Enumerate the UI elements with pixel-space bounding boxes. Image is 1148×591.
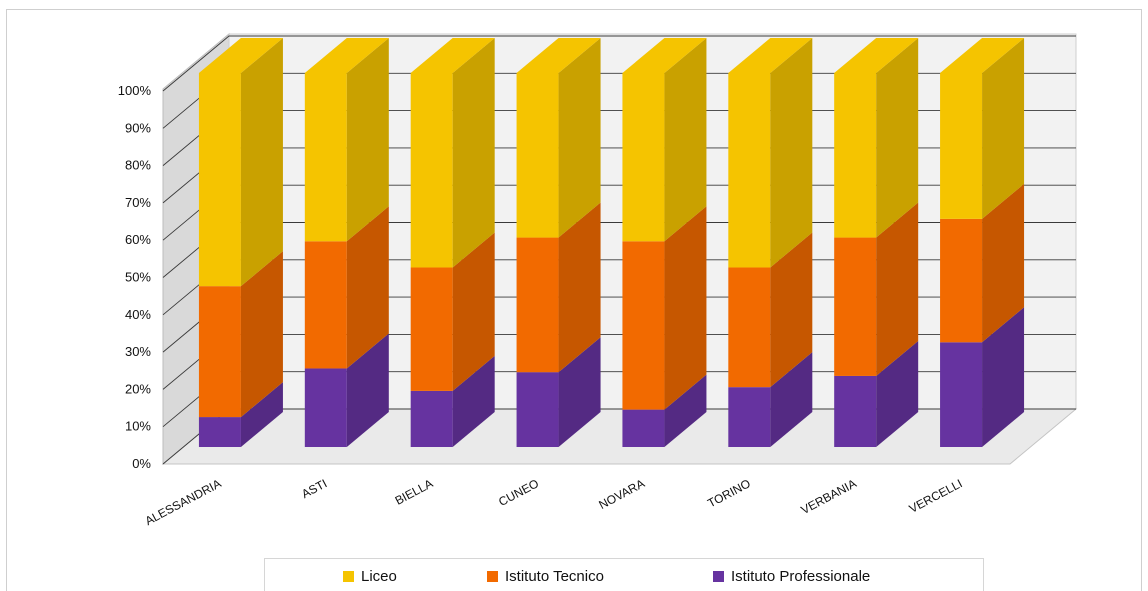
bar-side — [664, 38, 707, 242]
bar-side — [770, 352, 813, 447]
legend-label-istituto-tecnico: Istituto Tecnico — [505, 568, 604, 585]
legend-swatch-istituto-professionale — [713, 571, 724, 582]
bar-istituto-professionale — [198, 417, 241, 447]
legend-label-istituto-professionale: Istituto Professionale — [731, 568, 871, 585]
x-category-label: VERBANIA — [799, 476, 859, 517]
chart-legend: Liceo Istituto Tecnico Istituto Professi… — [264, 558, 984, 591]
bar-top — [198, 38, 283, 73]
bar-istituto-tecnico — [940, 218, 983, 343]
bar-side — [770, 232, 813, 388]
bar-liceo — [622, 73, 665, 242]
bar-istituto-professionale — [940, 342, 983, 447]
legend-swatch-liceo — [343, 571, 354, 582]
bar-istituto-tecnico — [834, 237, 877, 376]
bar-istituto-tecnico — [728, 267, 771, 388]
bar-liceo — [516, 73, 559, 238]
legend-item-liceo: Liceo — [343, 568, 397, 585]
bar-side — [770, 38, 813, 268]
bar-side — [558, 202, 601, 373]
legend-item-istituto-tecnico: Istituto Tecnico — [487, 568, 604, 585]
bar-side — [664, 206, 707, 410]
bar-side — [240, 382, 283, 447]
y-tick-label: 80% — [125, 158, 151, 173]
bar-istituto-tecnico — [198, 286, 241, 418]
y-tick-label: 70% — [125, 195, 151, 210]
x-category-label: NOVARA — [596, 476, 647, 512]
bar-istituto-professionale — [304, 368, 347, 447]
chart-frame — [6, 9, 1142, 591]
bar-side — [452, 38, 495, 268]
bar-liceo — [304, 73, 347, 242]
y-tick-label: 90% — [125, 120, 151, 135]
y-tick-label: 30% — [125, 344, 151, 359]
bar-istituto-professionale — [728, 387, 771, 447]
y-tick-label: 40% — [125, 307, 151, 322]
bar-side — [558, 337, 601, 447]
bar-side — [664, 374, 707, 447]
bar-side — [876, 202, 919, 376]
bar-istituto-professionale — [516, 372, 559, 447]
x-category-label: CUNEO — [496, 476, 541, 509]
y-tick-label: 10% — [125, 419, 151, 434]
bar-istituto-professionale — [834, 375, 877, 447]
y-tick-label: 20% — [125, 381, 151, 396]
bar-top — [940, 38, 1025, 73]
bar-side — [240, 251, 283, 418]
bar-istituto-professionale — [410, 390, 453, 447]
bar-istituto-tecnico — [516, 237, 559, 373]
x-category-label: VERCELLI — [907, 476, 965, 516]
bar-side — [982, 307, 1025, 447]
bar-top — [622, 38, 707, 73]
bar-liceo — [834, 73, 877, 238]
gridline — [162, 35, 1076, 92]
bar-side — [876, 340, 919, 447]
bar-top — [304, 38, 389, 73]
bar-liceo — [410, 73, 453, 268]
bar-side — [558, 38, 601, 238]
bar-side — [982, 38, 1025, 219]
bar-istituto-tecnico — [410, 267, 453, 391]
bar-side — [346, 333, 389, 447]
floor — [161, 408, 1078, 465]
bar-top — [834, 38, 919, 73]
y-tick-label: 60% — [125, 232, 151, 247]
bar-side — [452, 355, 495, 447]
y-tick-label: 0% — [132, 456, 151, 471]
legend-label-liceo: Liceo — [361, 568, 397, 585]
bar-top — [516, 38, 601, 73]
bar-top — [728, 38, 813, 73]
bar-side — [452, 232, 495, 391]
bar-side — [346, 38, 389, 242]
bar-liceo — [728, 73, 771, 268]
x-category-label: BIELLA — [393, 476, 436, 507]
bar-side — [240, 38, 283, 287]
bar-liceo — [198, 73, 241, 287]
bar-istituto-professionale — [622, 409, 665, 447]
x-category-label: ALESSANDRIA — [143, 476, 224, 528]
bar-istituto-tecnico — [622, 241, 665, 410]
y-tick-label: 100% — [118, 83, 152, 98]
bar-top — [410, 38, 495, 73]
y-tick-label: 50% — [125, 270, 151, 285]
legend-swatch-istituto-tecnico — [487, 571, 498, 582]
legend-item-istituto-professionale: Istituto Professionale — [713, 568, 870, 585]
bar-side — [982, 183, 1025, 343]
bar-side — [876, 38, 919, 238]
x-category-label: ASTI — [299, 476, 329, 501]
bar-istituto-tecnico — [304, 241, 347, 369]
x-category-label: TORINO — [705, 476, 753, 510]
bar-side — [346, 206, 389, 369]
bar-liceo — [940, 73, 983, 219]
